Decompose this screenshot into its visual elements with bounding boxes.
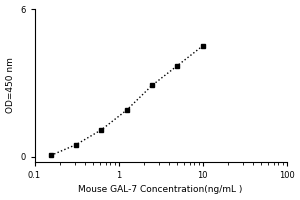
Y-axis label: OD=450 nm: OD=450 nm bbox=[6, 58, 15, 113]
X-axis label: Mouse GAL-7 Concentration(ng/mL ): Mouse GAL-7 Concentration(ng/mL ) bbox=[78, 185, 243, 194]
